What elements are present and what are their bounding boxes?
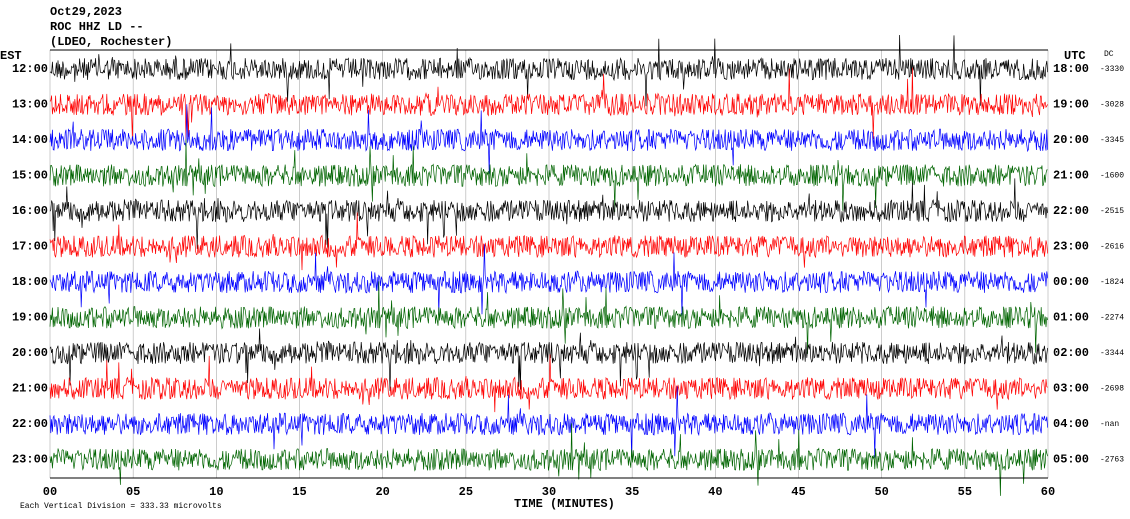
- x-tick-label: 00: [43, 485, 57, 499]
- trace: [49, 178, 1048, 249]
- est-label: 17:00: [12, 240, 48, 254]
- traces: [49, 34, 1049, 496]
- dc-label: DC: [1104, 50, 1114, 59]
- est-label: 14:00: [12, 133, 48, 147]
- x-tick-label: 60: [1041, 485, 1055, 499]
- title-line: Oct29,2023: [50, 5, 122, 19]
- utc-label: 18:00: [1053, 62, 1089, 76]
- dc-value: -3028: [1100, 101, 1124, 110]
- x-tick-label: 55: [958, 485, 972, 499]
- trace: [49, 354, 1048, 413]
- trace: [49, 328, 1048, 391]
- trace: [49, 423, 1048, 496]
- dc-value: -2515: [1100, 207, 1124, 216]
- utc-label: 20:00: [1053, 133, 1089, 147]
- x-tick-label: 05: [126, 485, 140, 499]
- utc-label: 01:00: [1053, 311, 1089, 325]
- x-tick-label: 40: [708, 485, 722, 499]
- est-label: 19:00: [12, 311, 48, 325]
- trace: [49, 386, 1048, 458]
- trace: [49, 281, 1048, 354]
- trace: [49, 139, 1048, 212]
- utc-label: 22:00: [1053, 204, 1089, 218]
- x-tick-label: 25: [459, 485, 473, 499]
- left-axis-label: EST: [0, 49, 22, 63]
- utc-label: 00:00: [1053, 275, 1089, 289]
- est-label: 20:00: [12, 346, 48, 360]
- x-tick-label: 50: [874, 485, 888, 499]
- footer: Each Vertical Division = 333.33 microvol…: [20, 502, 222, 511]
- est-label: 22:00: [12, 417, 48, 431]
- x-tick-label: 20: [375, 485, 389, 499]
- est-label: 13:00: [12, 98, 48, 112]
- x-tick-label: 10: [209, 485, 223, 499]
- dc-value: -3344: [1100, 349, 1124, 358]
- dc-value: -3330: [1100, 65, 1124, 74]
- dc-value: -nan: [1100, 420, 1119, 429]
- trace: [49, 34, 1048, 107]
- utc-label: 19:00: [1053, 98, 1089, 112]
- utc-label: 21:00: [1053, 169, 1089, 183]
- trace: [49, 244, 1048, 316]
- est-label: 23:00: [12, 453, 48, 467]
- utc-label: 03:00: [1053, 382, 1089, 396]
- trace: [49, 212, 1048, 271]
- x-tick-label: 15: [292, 485, 306, 499]
- trace: [49, 67, 1048, 141]
- trace: [49, 104, 1048, 174]
- dc-value: -2274: [1100, 314, 1124, 323]
- dc-value: -2763: [1100, 456, 1124, 465]
- est-label: 15:00: [12, 169, 48, 183]
- right-axis-label: UTC: [1064, 49, 1086, 63]
- x-tick-label: 45: [791, 485, 805, 499]
- utc-label: 23:00: [1053, 240, 1089, 254]
- dc-value: -2698: [1100, 385, 1124, 394]
- est-label: 18:00: [12, 275, 48, 289]
- x-axis-label: TIME (MINUTES): [514, 497, 615, 511]
- title-line: ROC HHZ LD --: [50, 20, 144, 34]
- dc-value: -2616: [1100, 243, 1124, 252]
- est-label: 16:00: [12, 204, 48, 218]
- utc-label: 02:00: [1053, 346, 1089, 360]
- x-tick-label: 30: [542, 485, 556, 499]
- x-tick-label: 35: [625, 485, 639, 499]
- dc-value: -1600: [1100, 172, 1124, 181]
- est-label: 12:00: [12, 62, 48, 76]
- dc-value: -3345: [1100, 136, 1124, 145]
- utc-label: 04:00: [1053, 417, 1089, 431]
- est-label: 21:00: [12, 382, 48, 396]
- utc-label: 05:00: [1053, 453, 1089, 467]
- dc-value: -1824: [1100, 278, 1124, 287]
- title-line: (LDEO, Rochester): [50, 35, 172, 49]
